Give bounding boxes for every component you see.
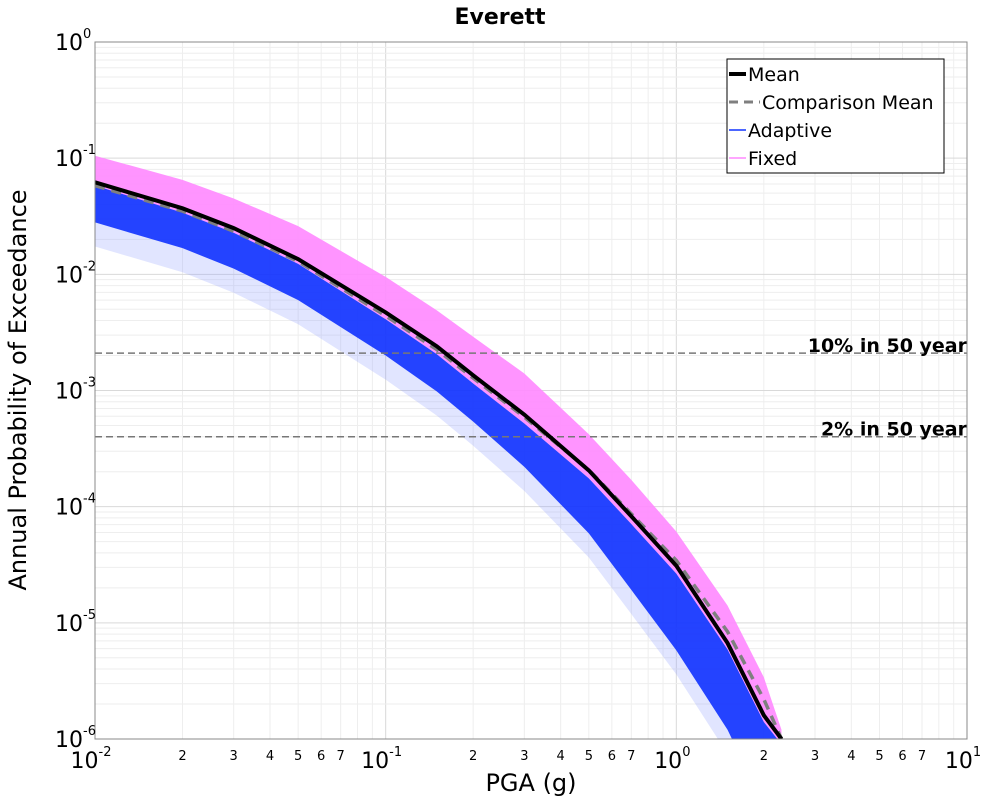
legend-label-adaptive: Adaptive	[748, 120, 832, 142]
legend-label-mean: Mean	[748, 64, 800, 86]
x-minor-tick-label: 7	[337, 749, 345, 764]
y-axis-label: Annual Probability of Exceedance	[4, 189, 32, 590]
x-minor-tick-label: 4	[266, 749, 274, 764]
y-axis-ticks: 100 10-1 10-2 10-3 10-4 10-5 10-6	[55, 27, 96, 753]
legend-label-fixed: Fixed	[748, 148, 797, 170]
x-minor-tick-label: 2	[178, 749, 186, 764]
y-major-tick-label: 100	[55, 27, 91, 56]
x-minor-tick-label: 5	[875, 749, 883, 764]
x-minor-tick-label: 3	[230, 749, 238, 764]
legend: Mean Comparison Mean Adaptive Fixed	[726, 58, 945, 174]
reference-line-label: 10% in 50 year	[808, 335, 968, 357]
x-major-tick-label: 101	[945, 745, 981, 774]
x-axis-label: PGA (g)	[485, 769, 576, 797]
y-major-tick-label: 10-3	[55, 376, 96, 405]
x-minor-tick-label: 7	[627, 749, 635, 764]
x-minor-tick-label: 3	[520, 749, 528, 764]
x-minor-tick-label: 3	[811, 749, 819, 764]
chart-title: Everett	[454, 5, 546, 30]
x-minor-tick-label: 6	[608, 749, 616, 764]
x-minor-tick-label: 2	[469, 749, 477, 764]
comparison-mean-line	[95, 183, 784, 739]
x-major-tick-label: 10-1	[361, 745, 402, 774]
y-major-tick-label: 10-4	[55, 492, 96, 521]
x-major-tick-label: 10-2	[71, 745, 112, 774]
adaptive-band	[95, 185, 778, 739]
x-minor-tick-label: 4	[557, 749, 565, 764]
x-minor-tick-label: 6	[898, 749, 906, 764]
x-major-tick-label: 100	[654, 745, 690, 774]
x-minor-tick-label: 7	[918, 749, 926, 764]
y-major-tick-label: 10-6	[55, 724, 96, 753]
band-layer	[95, 155, 782, 739]
x-minor-tick-label: 6	[317, 749, 325, 764]
legend-label-comparison-mean: Comparison Mean	[762, 92, 934, 114]
x-minor-tick-label: 5	[585, 749, 593, 764]
reference-lines: 10% in 50 year 2% in 50 year	[95, 335, 968, 441]
x-minor-tick-label: 4	[847, 749, 855, 764]
x-minor-tick-label: 5	[294, 749, 302, 764]
mean-lines	[95, 180, 784, 739]
reference-line-label: 2% in 50 year	[821, 419, 968, 441]
legend-box	[726, 58, 945, 174]
y-major-tick-label: 10-5	[55, 608, 96, 637]
y-major-tick-label: 10-1	[55, 143, 96, 172]
grid	[94, 42, 967, 740]
plot-frame	[94, 41, 968, 740]
y-major-tick-label: 10-2	[55, 259, 96, 288]
x-minor-tick-label: 2	[760, 749, 768, 764]
mean-line	[95, 180, 784, 739]
